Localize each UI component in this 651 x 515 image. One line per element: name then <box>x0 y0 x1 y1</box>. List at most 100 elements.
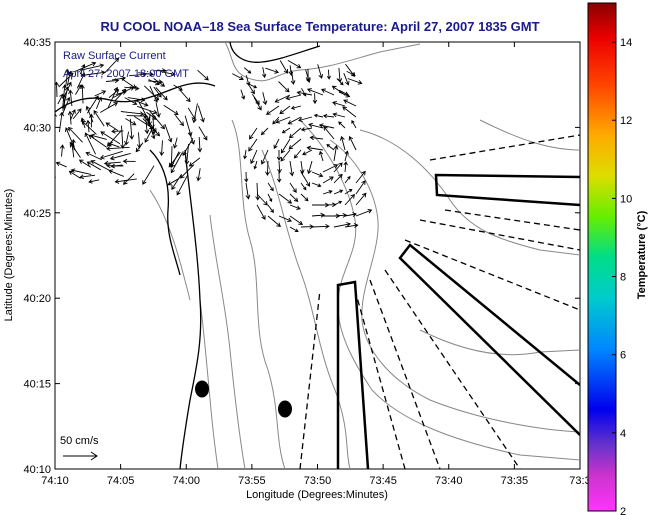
current-vector <box>253 97 262 111</box>
current-vector <box>338 89 349 96</box>
y-tick-label: 40:30 <box>23 122 51 134</box>
current-vector <box>90 160 112 172</box>
current-vector <box>333 212 348 218</box>
current-vector <box>290 70 296 85</box>
current-vector <box>279 105 291 115</box>
current-vector <box>280 138 291 154</box>
current-vector <box>300 127 313 132</box>
current-vector <box>287 116 302 125</box>
current-vector <box>147 113 153 126</box>
x-tick-label: 73:3 <box>569 475 590 487</box>
current-vector <box>302 149 313 156</box>
current-vector <box>146 117 156 140</box>
current-vector <box>155 87 168 101</box>
current-vector <box>196 168 202 182</box>
current-vector <box>144 124 155 143</box>
current-vector <box>322 164 339 173</box>
current-vector <box>355 208 373 217</box>
current-vector <box>333 162 343 173</box>
y-axis-label: Latitude (Degrees:Minutes) <box>3 189 15 322</box>
current-vector <box>322 202 337 208</box>
current-vector <box>322 176 334 184</box>
current-vector <box>288 65 294 77</box>
current-vector <box>253 160 258 170</box>
colorbar-ticks: 14 12 10 8 6 4 2 <box>612 37 632 515</box>
current-vector <box>85 151 103 161</box>
x-tick-label: 73:55 <box>238 475 266 487</box>
colorbar-tick-label: 4 <box>620 428 626 440</box>
current-vector <box>281 127 291 134</box>
colorbar-tick-label: 12 <box>620 115 632 127</box>
current-vector <box>267 182 274 192</box>
colorbar-label: Temperature (°C) <box>636 210 648 299</box>
current-vector <box>344 150 349 162</box>
current-vector <box>63 81 72 99</box>
current-vector <box>300 182 307 191</box>
current-vector <box>105 78 120 84</box>
current-vector <box>344 212 357 217</box>
current-vector <box>80 84 85 104</box>
current-vector <box>293 149 302 159</box>
current-vector <box>261 67 267 79</box>
current-vector <box>191 103 198 124</box>
current-vector <box>309 135 324 141</box>
current-vector <box>288 127 302 139</box>
current-vector <box>255 182 261 201</box>
current-vector <box>55 81 60 98</box>
current-vector <box>114 178 137 184</box>
current-vector <box>100 131 121 145</box>
current-vector <box>99 102 119 113</box>
current-vector <box>86 95 99 114</box>
current-vector <box>72 108 82 120</box>
current-vector <box>290 105 302 110</box>
current-vector <box>99 150 123 160</box>
current-vector <box>68 89 74 107</box>
current-vector <box>76 72 86 89</box>
current-vector <box>104 57 120 74</box>
current-vector <box>323 126 335 140</box>
current-vector <box>111 75 127 81</box>
current-vector <box>135 100 149 107</box>
current-vector <box>66 70 73 86</box>
current-vector <box>127 97 146 103</box>
y-axis-ticks: 40:35 40:30 40:25 40:20 40:15 40:10 <box>23 37 580 476</box>
current-vector <box>333 200 343 206</box>
current-vector <box>248 138 258 152</box>
current-vector <box>81 120 97 135</box>
current-vector <box>279 60 288 74</box>
current-vector <box>155 102 161 118</box>
current-vector <box>301 88 307 97</box>
current-vector <box>168 151 181 168</box>
current-vector <box>289 215 304 226</box>
current-vector <box>103 160 121 166</box>
current-vector <box>170 152 183 174</box>
current-vector <box>338 121 346 129</box>
current-vector <box>69 141 81 158</box>
x-tick-label: 74:05 <box>107 475 135 487</box>
current-vector <box>326 69 331 80</box>
station-marker-west <box>195 380 209 398</box>
current-vector <box>149 85 158 103</box>
current-vector <box>333 144 339 162</box>
x-tick-label: 73:40 <box>435 475 463 487</box>
scale-bar-label: 50 cm/s <box>60 435 99 447</box>
current-vector <box>245 75 251 87</box>
current-vector <box>184 143 190 166</box>
current-vector <box>311 224 330 229</box>
current-vector <box>347 78 363 85</box>
current-vector <box>197 136 203 153</box>
current-vector <box>80 63 105 71</box>
current-vector <box>129 72 147 78</box>
current-vector <box>311 212 326 218</box>
current-vector <box>198 126 208 141</box>
current-vector <box>148 79 160 86</box>
current-vector <box>344 223 359 228</box>
x-tick-label: 73:45 <box>369 475 397 487</box>
current-vector <box>153 78 166 87</box>
temperature-colorbar <box>587 2 617 512</box>
current-vector <box>275 116 291 124</box>
current-vector-field <box>55 57 373 233</box>
current-vector <box>93 109 105 127</box>
current-vector <box>147 79 164 85</box>
